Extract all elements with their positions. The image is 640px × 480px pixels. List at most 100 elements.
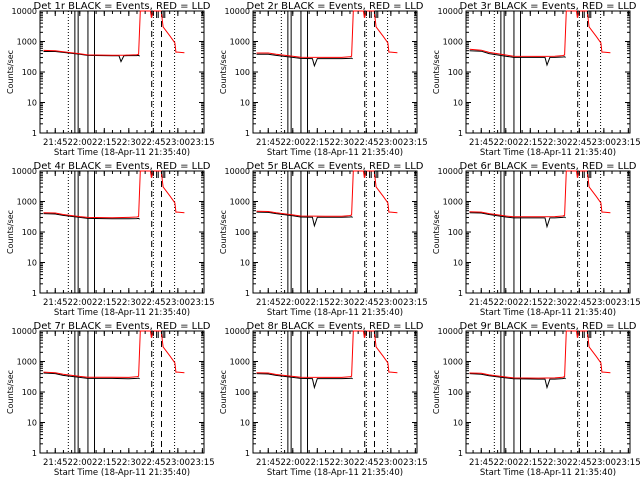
plot-frame bbox=[252, 10, 418, 134]
y-tick-label: 1000 bbox=[230, 38, 250, 47]
x-axis-label: Start Time (18-Apr-11 21:35:40) bbox=[267, 308, 403, 318]
x-tick-label: 22:00 bbox=[68, 298, 93, 308]
panel-title: Det 8r BLACK = Events, RED = LLD bbox=[247, 321, 424, 332]
detector-panel: 1 10 100 1000 10000 21:45 22:00 22:15 22:30 22:45… bbox=[6, 321, 215, 478]
x-tick-label: 22:30 bbox=[543, 298, 568, 308]
y-tick-label: 10000 bbox=[225, 167, 250, 176]
x-tick-label: 22:30 bbox=[330, 138, 355, 148]
event-rate-line bbox=[43, 51, 140, 63]
panel-title: Det 3r BLACK = Events, RED = LLD bbox=[460, 1, 637, 12]
event-rate-line bbox=[256, 373, 353, 390]
x-tick-label: 22:15 bbox=[305, 138, 330, 148]
x-tick-label: 22:45 bbox=[141, 298, 166, 308]
y-tick-label: 100 bbox=[22, 228, 37, 237]
x-tick-label: 23:15 bbox=[616, 458, 640, 468]
event-rate-line bbox=[43, 372, 140, 380]
panel-title: Det 5r BLACK = Events, RED = LLD bbox=[247, 161, 424, 172]
x-tick-label: 23:15 bbox=[190, 458, 215, 468]
x-tick-label: 21:45 bbox=[469, 458, 494, 468]
x-tick-label: 23:00 bbox=[379, 298, 404, 308]
x-axis-label: Start Time (18-Apr-11 21:35:40) bbox=[480, 308, 616, 318]
x-tick-label: 22:45 bbox=[567, 458, 592, 468]
y-axis-label: Counts/sec bbox=[219, 50, 228, 94]
x-axis-label: Start Time (18-Apr-11 21:35:40) bbox=[267, 148, 403, 158]
x-tick-label: 21:45 bbox=[256, 458, 281, 468]
y-tick-label: 100 bbox=[235, 388, 250, 397]
x-tick-label: 22:15 bbox=[518, 138, 543, 148]
y-tick-label: 1000 bbox=[443, 358, 463, 367]
y-axis-label: Counts/sec bbox=[219, 210, 228, 254]
y-tick-label: 1000 bbox=[17, 38, 37, 47]
y-axis-label: Counts/sec bbox=[432, 210, 441, 254]
y-tick-label: 1000 bbox=[17, 358, 37, 367]
plot-frame bbox=[39, 170, 205, 294]
x-tick-label: 22:45 bbox=[354, 138, 379, 148]
x-tick-label: 22:30 bbox=[330, 298, 355, 308]
y-axis-label: Counts/sec bbox=[6, 210, 15, 254]
x-tick-label: 23:00 bbox=[379, 458, 404, 468]
y-axis-label: Counts/sec bbox=[6, 370, 15, 414]
x-axis-label: Start Time (18-Apr-11 21:35:40) bbox=[267, 468, 403, 478]
x-tick-label: 22:15 bbox=[518, 298, 543, 308]
x-tick-label: 22:15 bbox=[518, 458, 543, 468]
x-tick-label: 21:45 bbox=[43, 458, 68, 468]
plot-frame bbox=[39, 10, 205, 134]
x-tick-label: 21:45 bbox=[43, 298, 68, 308]
plot-frame bbox=[252, 170, 418, 294]
y-tick-label: 1 bbox=[458, 129, 463, 138]
y-tick-label: 1 bbox=[245, 129, 250, 138]
y-tick-label: 10 bbox=[240, 419, 250, 428]
x-tick-label: 22:15 bbox=[92, 138, 117, 148]
x-tick-label: 22:15 bbox=[305, 298, 330, 308]
x-tick-label: 22:45 bbox=[567, 298, 592, 308]
lld-rate-line bbox=[43, 170, 185, 219]
x-tick-label: 22:15 bbox=[305, 458, 330, 468]
y-tick-label: 10000 bbox=[12, 167, 37, 176]
y-tick-label: 10 bbox=[453, 419, 463, 428]
x-tick-label: 22:45 bbox=[141, 138, 166, 148]
plot-frame bbox=[465, 330, 631, 454]
y-tick-label: 10000 bbox=[438, 167, 463, 176]
y-tick-label: 1000 bbox=[230, 358, 250, 367]
y-tick-label: 10000 bbox=[225, 7, 250, 16]
y-tick-label: 10 bbox=[240, 259, 250, 268]
x-tick-label: 22:00 bbox=[68, 458, 93, 468]
x-tick-label: 23:00 bbox=[592, 458, 617, 468]
x-tick-label: 23:15 bbox=[190, 298, 215, 308]
x-tick-label: 22:30 bbox=[117, 138, 142, 148]
x-tick-label: 23:00 bbox=[166, 458, 191, 468]
panel-title: Det 2r BLACK = Events, RED = LLD bbox=[247, 1, 424, 12]
detector-panel: 1 10 100 1000 10000 21:45 22:00 22:15 22:30 22:45… bbox=[6, 1, 215, 158]
y-tick-label: 1 bbox=[245, 449, 250, 458]
y-tick-label: 1 bbox=[32, 289, 37, 298]
x-tick-label: 22:30 bbox=[330, 458, 355, 468]
x-tick-label: 22:00 bbox=[494, 138, 519, 148]
y-tick-label: 1 bbox=[458, 449, 463, 458]
y-tick-label: 10 bbox=[453, 259, 463, 268]
plot-frame bbox=[252, 330, 418, 454]
x-tick-label: 23:00 bbox=[592, 298, 617, 308]
x-tick-label: 23:15 bbox=[616, 138, 640, 148]
y-tick-label: 1000 bbox=[443, 38, 463, 47]
y-tick-label: 100 bbox=[235, 68, 250, 77]
x-tick-label: 22:15 bbox=[92, 458, 117, 468]
x-tick-label: 22:30 bbox=[543, 138, 568, 148]
x-tick-label: 22:15 bbox=[92, 298, 117, 308]
detector-panel: 1 10 100 1000 10000 21:45 22:00 22:15 22:30 22:45… bbox=[432, 321, 640, 478]
x-tick-label: 23:15 bbox=[190, 138, 215, 148]
detector-panel: 1 10 100 1000 10000 21:45 22:00 22:15 22:30 22:45… bbox=[219, 321, 428, 478]
y-axis-label: Counts/sec bbox=[219, 370, 228, 414]
detector-panel: 1 10 100 1000 10000 21:45 22:00 22:15 22:30 22:45… bbox=[219, 161, 428, 318]
x-tick-label: 23:00 bbox=[379, 138, 404, 148]
y-tick-label: 100 bbox=[448, 228, 463, 237]
event-rate-line bbox=[469, 212, 566, 229]
detector-panel: 1 10 100 1000 10000 21:45 22:00 22:15 22:30 22:45… bbox=[6, 161, 215, 318]
y-tick-label: 100 bbox=[448, 388, 463, 397]
x-tick-label: 22:45 bbox=[567, 138, 592, 148]
x-axis-label: Start Time (18-Apr-11 21:35:40) bbox=[54, 308, 190, 318]
x-tick-label: 22:00 bbox=[281, 298, 306, 308]
y-tick-label: 10 bbox=[240, 99, 250, 108]
x-tick-label: 21:45 bbox=[256, 138, 281, 148]
x-tick-label: 22:30 bbox=[543, 458, 568, 468]
